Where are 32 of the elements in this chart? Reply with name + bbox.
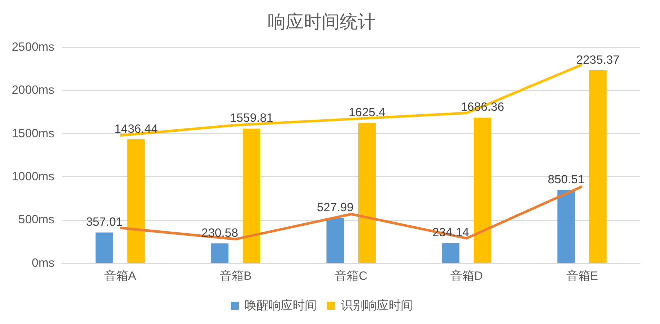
- x-tick-label: 音箱B: [220, 269, 252, 284]
- data-label: 527.99: [317, 200, 354, 214]
- y-tick-label: 0ms: [32, 256, 55, 270]
- bar: [558, 190, 576, 264]
- bar: [358, 123, 376, 264]
- data-label: 1625.4: [348, 105, 386, 120]
- bar: [243, 128, 260, 264]
- data-label: 230.58: [202, 226, 239, 240]
- bar: [96, 232, 114, 264]
- chart-title: 响应时间统计: [268, 12, 376, 32]
- y-tick-label: 2500ms: [12, 40, 55, 54]
- data-label: 1436.44: [114, 122, 158, 136]
- data-label: 850.51: [548, 172, 586, 186]
- x-tick-label: 音箱E: [566, 269, 598, 284]
- bar: [474, 118, 492, 264]
- x-tick-label: 音箱D: [450, 269, 484, 284]
- bar: [211, 244, 229, 264]
- y-tick-label: 500ms: [18, 212, 55, 227]
- data-label: 2235.37: [576, 52, 620, 67]
- y-tick-label: 1500ms: [12, 126, 55, 140]
- legend-label: 唤醒响应时间: [245, 298, 317, 312]
- bar: [442, 243, 460, 264]
- x-tick-label: 音箱A: [104, 269, 136, 284]
- legend-label: 识别响应时间: [341, 298, 413, 312]
- bar: [326, 218, 344, 264]
- bar: [589, 70, 607, 264]
- data-label: 1559.81: [230, 111, 274, 126]
- bar: [128, 139, 146, 264]
- y-tick-label: 2000ms: [12, 83, 55, 98]
- data-label: 357.01: [86, 215, 124, 230]
- x-tick-label: 音箱C: [335, 269, 368, 284]
- y-tick-label: 1000ms: [12, 170, 55, 184]
